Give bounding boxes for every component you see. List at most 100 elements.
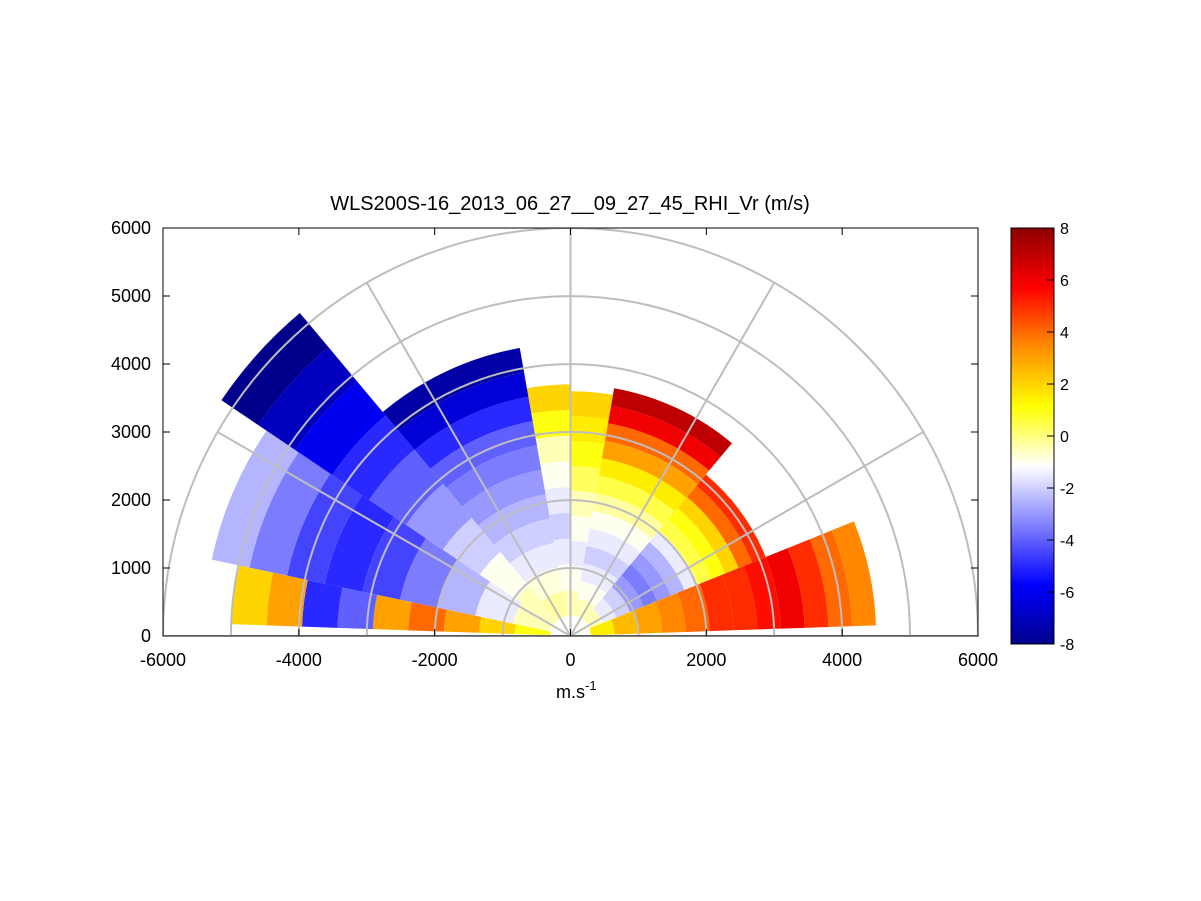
velocity-cell — [630, 553, 671, 601]
x-axis-label: m.s-1 — [556, 678, 597, 702]
velocity-cell — [570, 391, 613, 420]
velocity-cell — [607, 405, 721, 471]
velocity-cell — [655, 592, 686, 633]
velocity-cell — [514, 624, 551, 636]
velocity-cell — [611, 388, 733, 457]
velocity-cell — [831, 521, 876, 627]
velocity-cell — [287, 473, 363, 584]
velocity-cell — [372, 594, 412, 631]
velocity-cell — [586, 528, 641, 566]
velocity-cell — [602, 586, 631, 618]
colorbar-tick-label: 4 — [1060, 325, 1069, 342]
velocity-cell — [512, 603, 554, 632]
x-tick-label: 6000 — [958, 650, 998, 670]
velocity-cell — [633, 601, 663, 634]
azimuth-spoke — [365, 282, 572, 636]
velocity-cell — [668, 508, 726, 579]
velocity-cell — [577, 580, 607, 607]
velocity-cell — [369, 449, 443, 525]
velocity-cell — [266, 572, 308, 627]
velocity-cell — [570, 565, 583, 592]
colorbar-tick-label: 0 — [1060, 429, 1069, 446]
velocity-cell — [398, 372, 529, 450]
y-tick-label: 2000 — [111, 490, 151, 510]
velocity-cell — [221, 313, 329, 426]
colorbar-tick-label: -4 — [1060, 533, 1074, 550]
velocity-cell — [362, 516, 426, 600]
velocity-cell — [583, 609, 603, 629]
x-tick-label: 0 — [565, 650, 575, 670]
velocity-cell — [595, 475, 675, 526]
velocity-cell — [231, 565, 274, 626]
velocity-cell — [592, 597, 617, 623]
azimuth-spoke — [569, 431, 924, 636]
velocity-cell — [258, 347, 358, 451]
velocity-cell — [562, 589, 571, 616]
velocity-cell — [509, 542, 559, 583]
velocity-cell — [516, 586, 558, 625]
velocity-cell — [295, 381, 386, 476]
velocity-cell — [592, 493, 664, 539]
velocity-cell — [324, 495, 395, 592]
velocity-sectors — [211, 313, 876, 636]
velocity-cell — [405, 483, 472, 550]
velocity-cell — [570, 590, 579, 616]
velocity-cell — [809, 530, 853, 627]
velocity-cell — [475, 581, 522, 624]
velocity-cell — [787, 539, 829, 628]
y-tick-label: 5000 — [111, 286, 151, 306]
velocity-cell — [399, 538, 458, 608]
velocity-cell — [479, 616, 516, 635]
velocity-cell — [558, 564, 571, 591]
velocity-cell — [446, 445, 542, 507]
velocity-cell — [443, 609, 482, 633]
colorbar-gradient — [1010, 227, 1055, 645]
velocity-cell — [442, 517, 501, 575]
y-tick-label: 1000 — [111, 558, 151, 578]
x-tick-label: -4000 — [276, 650, 322, 670]
velocity-cell — [649, 530, 698, 590]
velocity-cell — [598, 458, 687, 512]
velocity-cell — [570, 490, 596, 518]
velocity-cell — [570, 466, 600, 494]
y-axis-ticks: 0 1000 2000 3000 4000 5000 6000 — [111, 218, 978, 646]
velocity-cell — [583, 545, 630, 580]
y-tick-label: 0 — [141, 626, 151, 646]
y-tick-label: 6000 — [111, 218, 151, 238]
velocity-cell — [601, 440, 698, 498]
x-tick-label: 2000 — [686, 650, 726, 670]
velocity-cell — [332, 415, 415, 500]
colorbar-tick-label: 8 — [1060, 221, 1069, 238]
velocity-cell — [493, 518, 555, 564]
velocity-cell — [687, 485, 753, 569]
velocity-cell — [589, 619, 615, 636]
velocity-cell — [677, 583, 710, 632]
velocity-cell — [430, 421, 537, 488]
velocity-cell — [611, 575, 644, 612]
velocity-cell — [540, 461, 571, 490]
velocity-cell — [765, 548, 805, 629]
colorbar-tick-label: -6 — [1060, 585, 1074, 602]
y-tick-label: 4000 — [111, 354, 151, 374]
velocity-cell — [658, 519, 712, 585]
azimuth-spoke — [217, 431, 572, 636]
velocity-cell — [302, 580, 343, 628]
velocity-cell — [526, 384, 571, 414]
colorbar: -8 -6 -4 -2 0 2 4 6 8 — [1010, 221, 1074, 654]
x-tick-label: -2000 — [412, 650, 458, 670]
colorbar-tick-label: -8 — [1060, 637, 1074, 654]
velocity-cell — [525, 567, 563, 602]
colorbar-ticks: -8 -6 -4 -2 0 2 4 6 8 — [1047, 221, 1074, 654]
velocity-cell — [743, 557, 781, 630]
x-axis-ticks: -6000 -4000 -2000 0 2000 4000 6000 — [140, 228, 998, 670]
velocity-cell — [570, 416, 609, 445]
velocity-cell — [535, 435, 571, 465]
plot-area: -6000 -4000 -2000 0 2000 4000 6000 0 1000 2000 30… — [111, 218, 998, 670]
velocity-cell — [570, 441, 605, 469]
velocity-cell — [589, 510, 653, 553]
polar-grid — [163, 228, 978, 636]
velocity-cell — [640, 541, 685, 596]
velocity-cell — [611, 610, 639, 635]
velocity-cell — [549, 512, 571, 541]
velocity-cell — [570, 540, 588, 567]
